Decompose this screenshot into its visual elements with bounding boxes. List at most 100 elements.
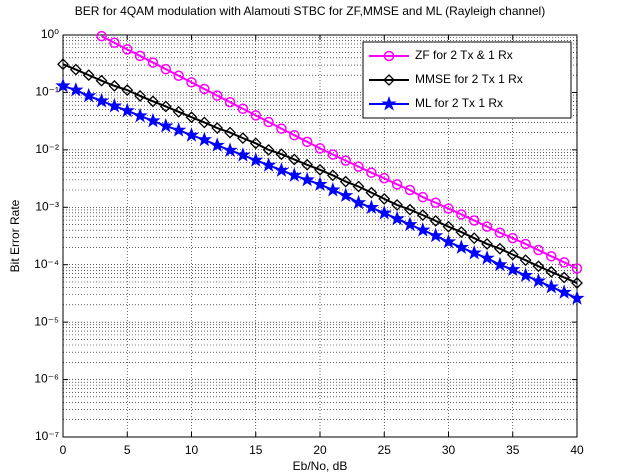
marker (275, 148, 288, 161)
marker (442, 220, 455, 233)
marker (224, 126, 236, 139)
marker (468, 232, 481, 245)
marker (82, 69, 95, 82)
marker (338, 187, 354, 203)
marker (224, 96, 236, 108)
x-tick-label: 10 (185, 443, 199, 457)
marker (558, 257, 570, 268)
marker (172, 105, 185, 118)
y-tick-label: 10⁰ (41, 27, 59, 41)
marker (416, 209, 429, 222)
marker (571, 277, 583, 289)
marker (273, 162, 290, 177)
marker (455, 226, 468, 239)
marker (366, 167, 377, 178)
marker (481, 221, 493, 232)
marker (379, 173, 390, 184)
marker (158, 118, 174, 133)
marker (314, 163, 326, 176)
marker (533, 244, 544, 256)
legend-marker (381, 95, 397, 111)
legend-label: ZF for 2 Tx & 1 Rx (415, 48, 513, 62)
chart-title: BER for 4QAM modulation with Alamouti ST… (75, 4, 545, 18)
y-tick-label: 10⁻⁵ (34, 314, 59, 328)
marker (325, 181, 341, 197)
marker (430, 197, 441, 208)
marker (160, 63, 172, 75)
x-tick-label: 5 (124, 443, 131, 457)
marker (404, 184, 416, 196)
marker (132, 107, 148, 123)
marker (326, 169, 339, 182)
marker (299, 171, 315, 187)
marker (571, 263, 583, 274)
series-line (101, 35, 578, 270)
y-tick-label: 10⁻⁷ (35, 429, 59, 443)
marker (327, 149, 339, 160)
marker (159, 100, 172, 113)
marker (134, 89, 147, 102)
marker (440, 233, 457, 249)
marker (340, 155, 351, 166)
marker (312, 176, 328, 191)
marker (260, 157, 277, 172)
marker (95, 74, 108, 87)
marker (288, 153, 301, 166)
marker (363, 199, 380, 215)
marker (235, 147, 251, 162)
y-tick-label: 10⁻⁴ (34, 257, 59, 271)
x-tick-label: 0 (60, 443, 67, 457)
y-tick-label: 10⁻² (35, 142, 59, 156)
marker (466, 244, 482, 260)
marker (468, 215, 480, 226)
marker (286, 167, 302, 182)
y-tick-label: 10⁻⁶ (34, 372, 59, 386)
marker (353, 161, 364, 172)
marker (402, 216, 418, 232)
marker (556, 284, 572, 299)
marker (558, 271, 571, 284)
marker (545, 265, 558, 278)
series (57, 58, 583, 289)
marker (417, 191, 429, 203)
marker (147, 57, 159, 68)
marker (352, 180, 365, 193)
marker (519, 254, 532, 267)
marker (494, 227, 506, 239)
marker (171, 122, 187, 137)
marker (391, 179, 403, 190)
marker (81, 87, 97, 103)
marker (301, 158, 314, 171)
marker (248, 152, 264, 167)
marker (350, 194, 367, 210)
y-tick-label: 10⁻¹ (35, 85, 59, 99)
marker (314, 143, 326, 154)
marker (365, 186, 378, 199)
marker (134, 50, 146, 62)
marker (147, 95, 159, 108)
marker (493, 242, 506, 255)
x-axis-label: Eb/No, dB (293, 459, 348, 473)
marker (211, 90, 223, 101)
marker (443, 203, 454, 214)
marker (492, 256, 508, 272)
marker (301, 136, 313, 148)
x-tick-label: 15 (249, 443, 263, 457)
marker (569, 290, 585, 305)
marker (543, 278, 559, 294)
marker (249, 137, 262, 150)
marker (122, 44, 133, 55)
marker (453, 239, 469, 254)
legend-marker (383, 74, 395, 86)
marker (199, 83, 210, 95)
marker (507, 232, 518, 244)
marker (250, 110, 261, 121)
x-tick-label: 25 (378, 443, 392, 457)
marker (532, 260, 545, 273)
marker (183, 127, 200, 142)
marker (389, 210, 405, 226)
marker (236, 132, 249, 145)
marker (68, 82, 84, 97)
marker (520, 238, 531, 250)
